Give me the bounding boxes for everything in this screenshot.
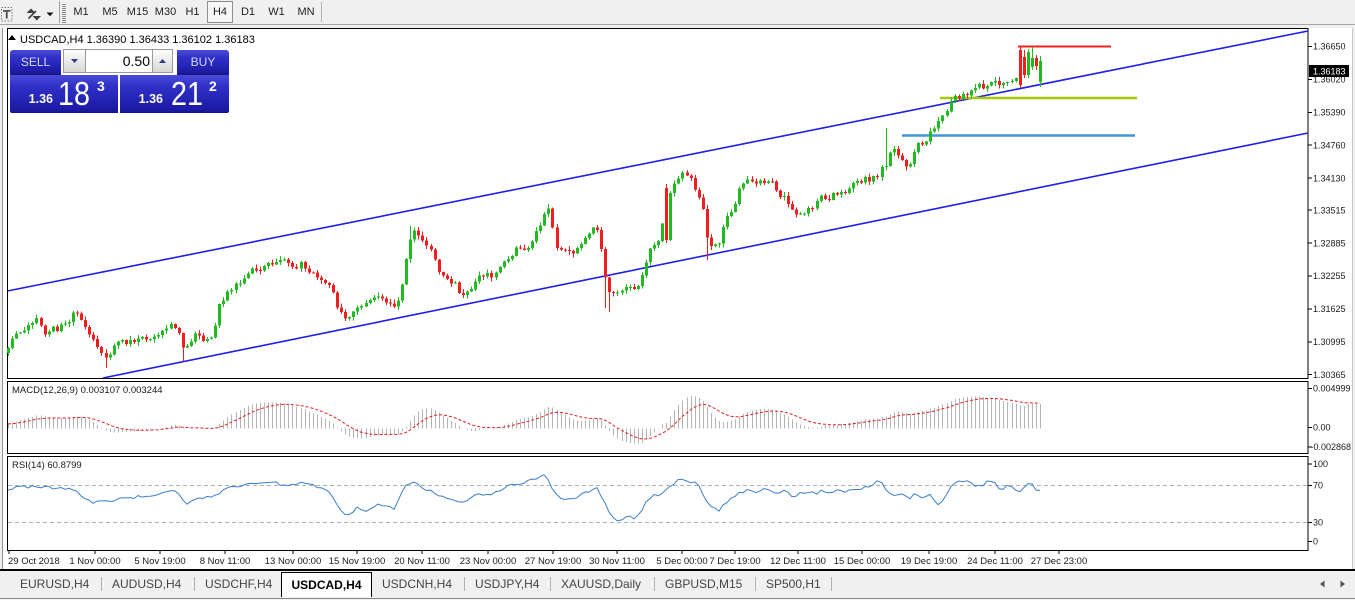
svg-text:15 Nov 19:00: 15 Nov 19:00	[329, 556, 386, 567]
svg-text:0.004999: 0.004999	[1313, 384, 1351, 394]
svg-text:70: 70	[1313, 481, 1323, 491]
svg-text:12 Dec 11:00: 12 Dec 11:00	[770, 556, 826, 567]
svg-text:0: 0	[1313, 537, 1318, 547]
svg-text:27 Dec 23:00: 27 Dec 23:00	[1031, 556, 1088, 567]
svg-text:1.30995: 1.30995	[1313, 337, 1346, 347]
svg-text:100: 100	[1313, 459, 1328, 469]
svg-text:1.36183: 1.36183	[1313, 67, 1346, 77]
svg-text:RSI(14) 60.8799: RSI(14) 60.8799	[12, 460, 82, 471]
svg-text:1.32885: 1.32885	[1313, 238, 1346, 248]
svg-text:5 Nov 19:00: 5 Nov 19:00	[134, 556, 185, 567]
svg-text:-0.002868: -0.002868	[1311, 442, 1352, 452]
svg-text:1.35390: 1.35390	[1313, 108, 1346, 118]
svg-text:7 Dec 19:00: 7 Dec 19:00	[709, 556, 760, 567]
svg-text:1.34760: 1.34760	[1313, 140, 1346, 150]
svg-text:20 Nov 11:00: 20 Nov 11:00	[394, 556, 450, 567]
svg-text:1.30365: 1.30365	[1313, 370, 1346, 380]
svg-text:0.00: 0.00	[1313, 423, 1331, 433]
svg-text:1.33515: 1.33515	[1313, 205, 1346, 215]
svg-text:29 Oct 2018: 29 Oct 2018	[8, 556, 60, 567]
svg-text:30 Nov 11:00: 30 Nov 11:00	[589, 556, 645, 567]
svg-text:19 Dec 19:00: 19 Dec 19:00	[901, 556, 958, 567]
svg-text:1.34130: 1.34130	[1313, 173, 1346, 183]
svg-text:MACD(12,26,9) 0.003107 0.00324: MACD(12,26,9) 0.003107 0.003244	[12, 385, 163, 396]
svg-text:1 Nov 00:00: 1 Nov 00:00	[69, 556, 120, 567]
svg-text:23 Nov 00:00: 23 Nov 00:00	[460, 556, 517, 567]
svg-text:27 Nov 19:00: 27 Nov 19:00	[525, 556, 582, 567]
svg-text:15 Dec 00:00: 15 Dec 00:00	[834, 556, 891, 567]
svg-text:1.36020: 1.36020	[1313, 75, 1346, 85]
svg-text:USDCAD,H4 1.36390 1.36433 1.3: USDCAD,H4 1.36390 1.36433 1.36102 1.3618…	[20, 34, 255, 46]
svg-text:1.36650: 1.36650	[1313, 42, 1346, 52]
svg-text:1.31625: 1.31625	[1313, 304, 1346, 314]
svg-text:5 Dec 00:00: 5 Dec 00:00	[656, 556, 707, 567]
svg-text:8 Nov 11:00: 8 Nov 11:00	[200, 556, 251, 567]
svg-text:24 Dec 11:00: 24 Dec 11:00	[967, 556, 1023, 567]
svg-text:1.32255: 1.32255	[1313, 271, 1346, 281]
svg-text:13 Nov 00:00: 13 Nov 00:00	[265, 556, 322, 567]
svg-text:30: 30	[1313, 518, 1323, 528]
